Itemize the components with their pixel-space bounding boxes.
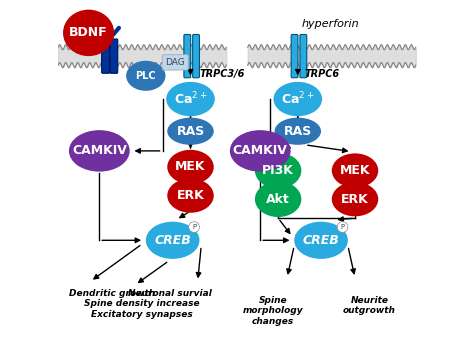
Ellipse shape [167,178,214,213]
Text: MEK: MEK [175,160,206,173]
Text: Dendritic growth: Dendritic growth [69,289,155,298]
Text: PI3K: PI3K [262,164,294,177]
Text: Neurite
outgrowth: Neurite outgrowth [343,296,396,315]
Ellipse shape [167,118,214,145]
Text: TRPC6: TRPC6 [305,69,340,79]
Text: MEK: MEK [340,164,370,177]
FancyBboxPatch shape [192,34,200,78]
Text: TRPC3/6: TRPC3/6 [200,69,245,79]
FancyBboxPatch shape [184,34,191,78]
Text: Akt: Akt [266,193,290,206]
Ellipse shape [167,150,214,184]
Ellipse shape [274,118,321,145]
FancyBboxPatch shape [110,39,118,73]
Text: Ca$^{2+}$: Ca$^{2+}$ [174,91,207,107]
Text: ERK: ERK [177,189,204,202]
Ellipse shape [332,182,378,216]
Ellipse shape [273,82,322,116]
Ellipse shape [146,222,200,259]
Ellipse shape [255,153,301,188]
Text: DAG: DAG [165,58,185,67]
FancyBboxPatch shape [101,39,109,73]
Text: RAS: RAS [283,125,312,138]
Text: Spine density increase
Excitatory synapses: Spine density increase Excitatory synaps… [84,299,200,319]
Text: P: P [192,224,196,230]
Ellipse shape [189,222,200,232]
Text: CAMKIV: CAMKIV [72,144,127,157]
Text: BDNF: BDNF [69,26,108,39]
Text: RAS: RAS [176,125,205,138]
Ellipse shape [332,153,378,188]
Text: Ca$^{2+}$: Ca$^{2+}$ [281,91,314,107]
Text: P: P [340,224,345,230]
FancyBboxPatch shape [162,55,188,70]
Text: PLC: PLC [136,71,156,81]
FancyBboxPatch shape [300,34,307,78]
Text: CREB: CREB [154,234,191,247]
Text: Spine
morphology
changes: Spine morphology changes [242,296,303,326]
Text: CREB: CREB [303,234,339,247]
Ellipse shape [166,82,215,116]
Text: CAMKIV: CAMKIV [233,144,288,157]
Ellipse shape [63,10,114,56]
Ellipse shape [230,130,291,172]
Ellipse shape [126,61,165,91]
Ellipse shape [294,222,348,259]
Text: Neuronal survial: Neuronal survial [128,289,212,298]
Ellipse shape [337,222,348,232]
Text: ERK: ERK [341,193,369,206]
Ellipse shape [69,130,130,172]
Text: hyperforin: hyperforin [301,19,359,29]
Ellipse shape [255,181,301,217]
FancyBboxPatch shape [291,34,298,78]
